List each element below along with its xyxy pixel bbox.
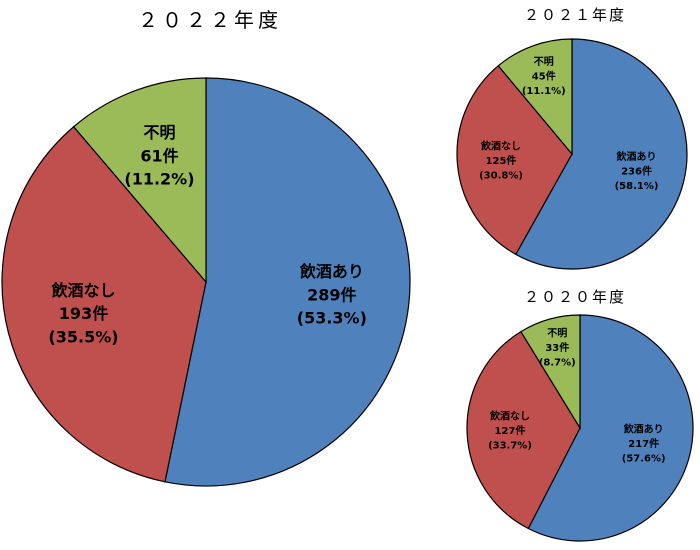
pie-chart-2022: ２０２２年度 飲酒あり 289件 (53.3%) 飲酒なし 193件 (35.5%) 不明 6…: [1, 8, 411, 487]
pie-svg: 飲酒あり 289件 (53.3%) 飲酒なし 193件 (35.5%) 不明 61件 (11.2…: [1, 77, 411, 487]
slice-label-drinking-no-name: 飲酒なし: [50, 281, 115, 300]
pie-chart-2020: ２０２０年度 飲酒あり 217件 (57.6%) 飲酒なし 127件 (33.7%) 不明 3…: [450, 280, 700, 550]
pie-slice-unknown: [72, 77, 207, 284]
pie-slice-unknown: [497, 38, 573, 156]
slice-label-unknown-name: 不明: [143, 123, 175, 142]
slice-label-drinking-no-count: 127件: [495, 424, 526, 437]
slice-label-drinking-yes-name: 飲酒あり: [623, 422, 664, 435]
pie-slice-unknown: [520, 314, 581, 431]
slice-label-drinking-yes-name: 飲酒あり: [616, 150, 657, 163]
slice-label-drinking-no-name: 飲酒なし: [489, 410, 530, 423]
slice-label-unknown-count: 45件: [532, 70, 556, 83]
pie-chart-2021: ２０２１年度 飲酒あり 236件 (58.1%) 飲酒なし 125件 (30.8%) 不明 4…: [450, 0, 700, 275]
slice-label-drinking-yes-count: 236件: [621, 164, 652, 177]
pie-slice-drinking-no: [1, 125, 207, 483]
slice-label-drinking-no-percent: (30.8%): [479, 171, 523, 182]
slice-label-drinking-yes-count: 217件: [628, 437, 659, 450]
pie-slice-drinking-yes: [164, 77, 411, 487]
pie-slice-drinking-no: [456, 64, 573, 256]
slice-label-unknown-name: 不明: [547, 328, 567, 340]
pie-slice-drinking-yes: [527, 314, 694, 542]
slice-label-drinking-yes-percent: (53.3%): [297, 309, 367, 328]
slice-label-unknown-name: 不明: [534, 56, 554, 68]
chart-title: ２０２２年度: [138, 8, 282, 32]
slice-label-unknown-percent: (8.7%): [539, 358, 576, 369]
slice-label-drinking-yes-percent: (58.1%): [615, 181, 659, 192]
slice-label-drinking-yes-name: 飲酒あり: [299, 262, 364, 281]
chart-title: ２０２１年度: [523, 6, 626, 24]
chart-title: ２０２０年度: [523, 288, 626, 306]
slice-label-unknown-count: 33件: [545, 341, 569, 354]
slice-label-drinking-yes-count: 289件: [307, 285, 356, 304]
slice-label-drinking-no-name: 飲酒なし: [480, 140, 521, 153]
slice-label-drinking-no-count: 193件: [59, 304, 108, 323]
slice-label-drinking-no-percent: (35.5%): [48, 327, 118, 346]
slice-label-unknown-percent: (11.2%): [124, 169, 194, 188]
slice-label-drinking-no-percent: (33.7%): [488, 441, 532, 452]
pie-slice-drinking-no: [466, 330, 581, 530]
slice-label-drinking-yes-percent: (57.6%): [622, 453, 666, 464]
slice-label-drinking-no-count: 125件: [486, 154, 517, 167]
slice-label-unknown-count: 61件: [140, 146, 178, 165]
pie-slice-drinking-yes: [514, 38, 688, 270]
slice-label-unknown-percent: (11.1%): [522, 86, 566, 97]
